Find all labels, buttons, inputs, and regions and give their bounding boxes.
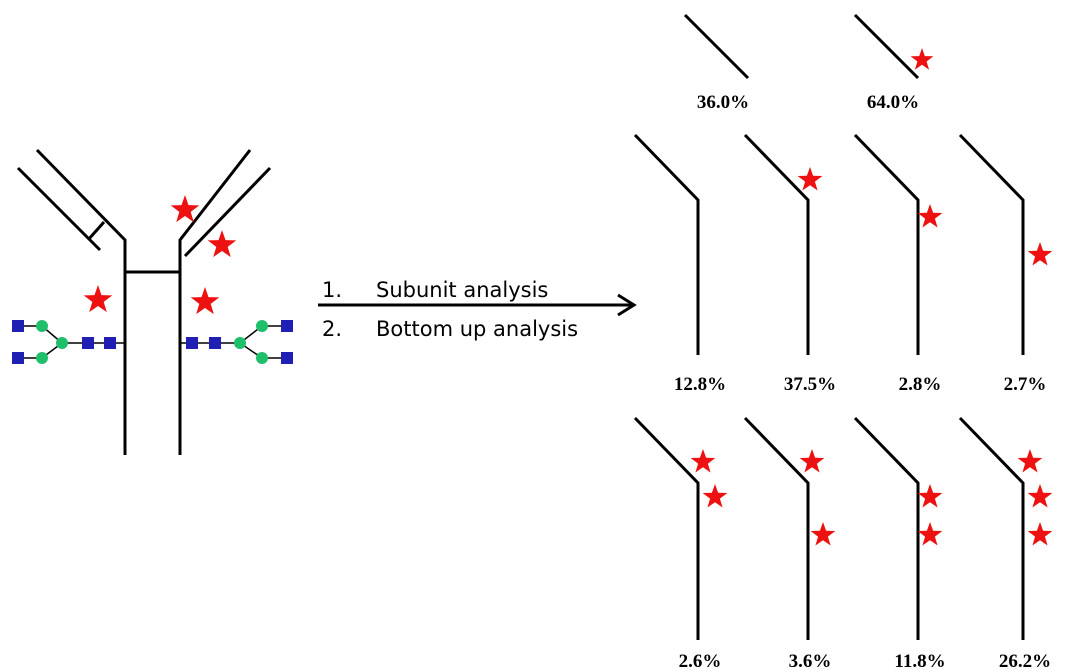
- glycan-right: [180, 320, 293, 364]
- glycan-left: [12, 320, 125, 364]
- modification-star: [1027, 484, 1053, 508]
- percentage: 2.8%: [899, 374, 942, 395]
- percentage: 2.6%: [679, 651, 722, 670]
- light-chain: [683, 13, 750, 80]
- heavy-chain: [958, 133, 1025, 355]
- heavy-chain: [958, 416, 1025, 640]
- heavy-chain: [853, 133, 920, 355]
- percentage: 11.8%: [894, 651, 945, 670]
- heavy-chain: [633, 133, 700, 355]
- modification-star: [799, 449, 825, 473]
- percentage: 64.0%: [867, 92, 919, 113]
- modification-star: [1017, 449, 1043, 473]
- percentage: 3.6%: [789, 651, 832, 670]
- heavy-chain: [633, 416, 700, 640]
- modification-star: [797, 167, 823, 191]
- modification-star: [910, 48, 934, 70]
- percentage: 2.7%: [1004, 374, 1047, 395]
- modification-star: [917, 522, 943, 546]
- process-arrow: 1. Subunit analysis 2. Bottom up analysi…: [318, 278, 637, 341]
- step-label: Bottom up analysis: [376, 317, 578, 341]
- percentage: 37.5%: [784, 374, 836, 395]
- antibody: [12, 148, 293, 455]
- heavy-chain: [743, 133, 810, 355]
- modification-star: [190, 287, 220, 315]
- percentage: 26.2%: [999, 651, 1051, 670]
- heavy-chain: [743, 416, 810, 640]
- modification-star: [1027, 522, 1053, 546]
- modification-star: [83, 285, 113, 313]
- antibody-chains: [16, 148, 272, 455]
- modification-star: [170, 195, 200, 223]
- step-number: 1.: [322, 278, 342, 302]
- modification-star: [207, 230, 237, 258]
- step-number: 2.: [322, 317, 342, 341]
- modification-star: [810, 522, 836, 546]
- light-chain: [853, 13, 920, 80]
- percentage: 12.8%: [674, 374, 726, 395]
- modification-star: [702, 484, 728, 508]
- modification-star: [690, 449, 716, 473]
- step-label: Subunit analysis: [376, 278, 548, 302]
- percentage: 36.0%: [697, 92, 749, 113]
- modification-star: [917, 204, 943, 228]
- modification-star: [917, 484, 943, 508]
- modification-star: [1027, 242, 1053, 266]
- heavy-chain: [853, 416, 920, 640]
